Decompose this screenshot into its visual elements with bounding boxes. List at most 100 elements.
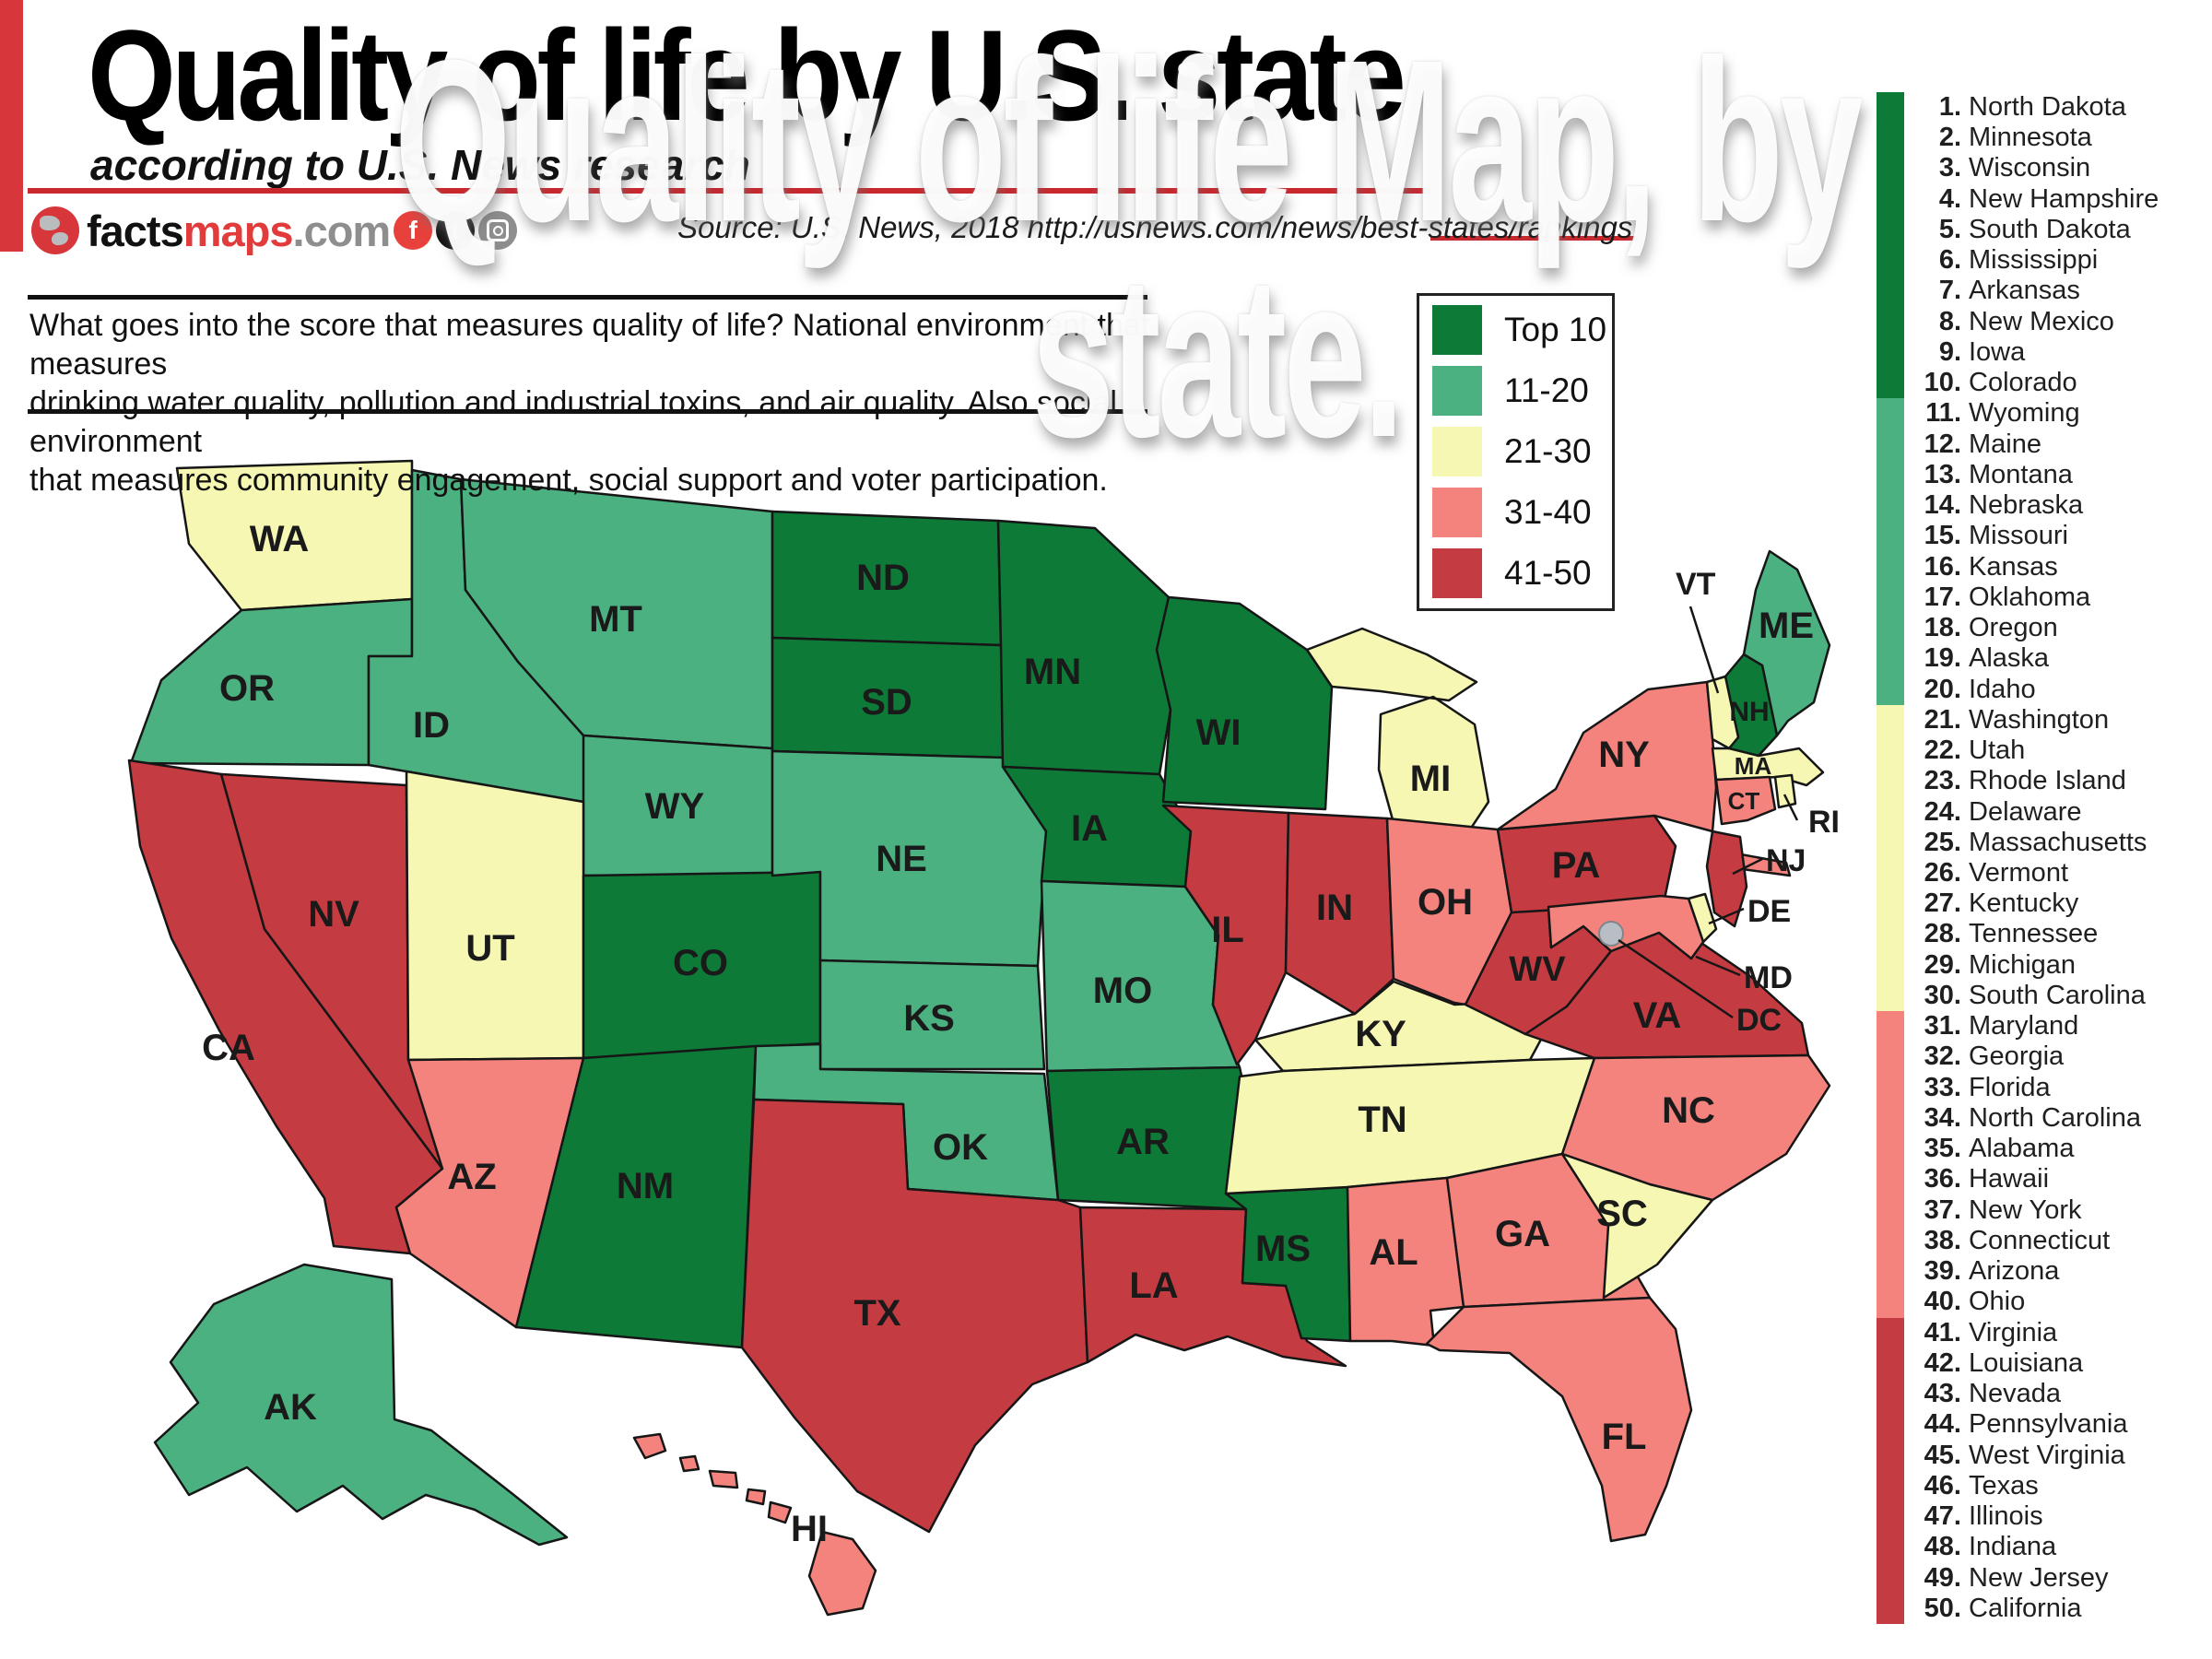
- ranking-state-name: Louisiana: [1969, 1347, 2084, 1378]
- ranking-item-44: 44. Pennsylvania: [1913, 1409, 2208, 1441]
- state-label-WA: WA: [250, 519, 309, 559]
- dc-marker: [1598, 921, 1624, 947]
- ranking-state-name: Montana: [1969, 459, 2073, 489]
- ranking-bar-11-20: [1877, 398, 1904, 705]
- ranking-number: 7.: [1938, 276, 1961, 306]
- state-RI: [1773, 773, 1797, 809]
- state-label-OH: OH: [1418, 882, 1473, 923]
- ranking-number: 14.: [1924, 490, 1961, 521]
- ranking-number: 32.: [1924, 1041, 1961, 1072]
- ranking-item-2: 2. Minnesota: [1913, 123, 2208, 154]
- ranking-number: 35.: [1924, 1134, 1961, 1164]
- ranking-number: 22.: [1924, 735, 1961, 766]
- header-divider: [28, 188, 1430, 194]
- ranking-state-name: Idaho: [1969, 674, 2036, 704]
- ranking-number: 45.: [1924, 1440, 1961, 1470]
- ranking-item-35: 35. Alabama: [1913, 1134, 2208, 1165]
- legend-label: 31-40: [1504, 493, 1592, 531]
- ranking-number: 29.: [1924, 949, 1961, 980]
- facebook-icon[interactable]: f: [394, 211, 433, 250]
- twitter-icon[interactable]: t: [436, 211, 476, 250]
- legend-item-31-40: 31-40: [1432, 488, 1592, 537]
- state-label-MA: MA: [1735, 752, 1772, 780]
- logo-wordmark: factsmaps.com: [87, 206, 391, 255]
- ranking-number: 3.: [1938, 153, 1961, 183]
- state-label-MO: MO: [1093, 971, 1152, 1011]
- legend-label: Top 10: [1504, 311, 1607, 348]
- state-label-GA: GA: [1495, 1214, 1550, 1254]
- ranking-state-name: South Dakota: [1969, 214, 2131, 244]
- instagram-icon[interactable]: [478, 211, 518, 250]
- state-label-FL: FL: [1602, 1417, 1647, 1457]
- legend-swatch: [1432, 366, 1482, 416]
- state-label-NH: NH: [1729, 697, 1769, 727]
- ranking-item-3: 3. Wisconsin: [1913, 153, 2208, 184]
- legend-item-41-50: 41-50: [1432, 548, 1592, 598]
- ranking-number: 49.: [1924, 1562, 1961, 1593]
- ranking-item-22: 22. Utah: [1913, 735, 2208, 767]
- state-label-IA: IA: [1071, 808, 1108, 849]
- ranking-state-name: Nebraska: [1969, 490, 2084, 521]
- red-corner-bar: [0, 0, 23, 252]
- ranking-item-9: 9. Iowa: [1913, 337, 2208, 369]
- ranking-number: 33.: [1924, 1072, 1961, 1102]
- ranking-item-4: 4. New Hampshire: [1913, 184, 2208, 216]
- ranking-number: 9.: [1938, 336, 1961, 367]
- ranking-item-10: 10. Colorado: [1913, 368, 2208, 399]
- ranking-number: 28.: [1924, 919, 1961, 949]
- source-credit: Source: U.S. News, 2018 http://usnews.co…: [677, 210, 1633, 244]
- legend-item-21-30: 21-30: [1432, 427, 1592, 477]
- ranking-state-name: Connecticut: [1969, 1225, 2111, 1255]
- ranking-state-name: New Mexico: [1969, 306, 2114, 336]
- ranking-number: 5.: [1938, 214, 1961, 244]
- ranking-item-32: 32. Georgia: [1913, 1041, 2208, 1073]
- ranking-number: 1.: [1938, 92, 1961, 122]
- state-label-UT: UT: [465, 928, 514, 969]
- ranking-state-name: Missouri: [1969, 521, 2068, 551]
- ranking-number: 2.: [1938, 123, 1961, 153]
- ranking-item-40: 40. Ohio: [1913, 1287, 2208, 1318]
- ranking-state-name: Alabama: [1969, 1134, 2075, 1164]
- legend-swatch: [1432, 305, 1482, 355]
- ranking-state-name: West Virginia: [1969, 1440, 2125, 1470]
- ranking-state-name: Maryland: [1969, 1011, 2079, 1041]
- ranking-number: 15.: [1924, 521, 1961, 551]
- state-TX: [740, 1098, 1089, 1534]
- state-MI: [1305, 627, 1490, 831]
- ranking-state-name: Kentucky: [1969, 888, 2079, 919]
- ranking-number: 12.: [1924, 429, 1961, 459]
- ranking-number: 27.: [1924, 888, 1961, 919]
- ranking-number: 21.: [1924, 704, 1961, 735]
- ranking-number: 10.: [1924, 368, 1961, 398]
- ranking-state-name: Texas: [1969, 1470, 2039, 1500]
- ranking-item-27: 27. Kentucky: [1913, 888, 2208, 920]
- state-label-CT: CT: [1728, 787, 1760, 815]
- ranking-number: 44.: [1924, 1409, 1961, 1440]
- state-label-MI: MI: [1410, 759, 1451, 799]
- ranking-number: 24.: [1924, 796, 1961, 827]
- ranking-number: 31.: [1924, 1011, 1961, 1041]
- state-label-IL: IL: [1211, 910, 1244, 950]
- ranking-state-name: Oklahoma: [1969, 582, 2091, 612]
- state-CT: [1714, 775, 1777, 826]
- ranking-state-name: Florida: [1969, 1072, 2051, 1102]
- state-FL: [1425, 1296, 1693, 1543]
- ranking-state-name: Pennsylvania: [1969, 1409, 2128, 1440]
- ranking-number: 43.: [1924, 1379, 1961, 1409]
- state-label-KY: KY: [1355, 1014, 1406, 1054]
- ranking-item-36: 36. Hawaii: [1913, 1164, 2208, 1195]
- ranking-item-42: 42. Louisiana: [1913, 1348, 2208, 1380]
- ranking-number: 34.: [1924, 1102, 1961, 1133]
- callout-label-RI: RI: [1808, 805, 1840, 840]
- ranking-item-25: 25. Massachusetts: [1913, 828, 2208, 859]
- state-label-ND: ND: [856, 558, 910, 598]
- callout-line-VT: [1688, 606, 1720, 694]
- ranking-number: 19.: [1924, 643, 1961, 674]
- ranking-state-name: North Dakota: [1969, 92, 2126, 122]
- ranking-number: 20.: [1924, 674, 1961, 704]
- ranking-state-name: North Carolina: [1969, 1102, 2141, 1133]
- ranking-item-34: 34. North Carolina: [1913, 1103, 2208, 1135]
- state-label-OR: OR: [219, 668, 275, 709]
- ranking-state-name: Nevada: [1969, 1379, 2061, 1409]
- state-HI: [632, 1432, 877, 1617]
